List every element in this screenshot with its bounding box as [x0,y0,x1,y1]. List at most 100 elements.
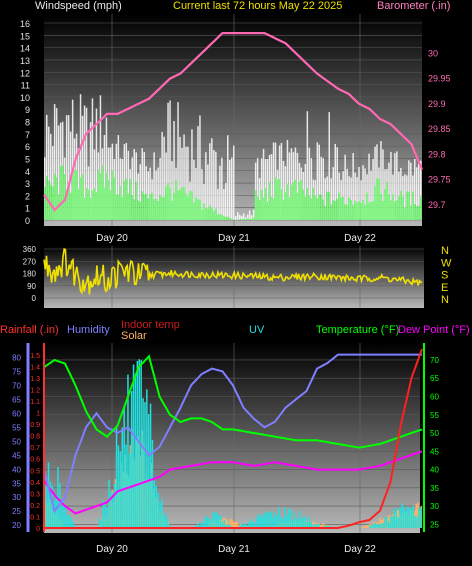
uv-bar [271,511,273,528]
uv-bar [163,515,165,528]
wind-bar [400,191,402,220]
rainfall-tick: 1.5 [30,353,40,360]
uv-bar [280,517,282,528]
uv-bar [275,512,277,528]
wind-bar [82,174,84,220]
uv-bar [392,516,394,528]
uv-bar [267,512,269,528]
uv-bar [409,508,411,528]
uv-bar [99,518,101,528]
wind-bar [52,187,54,220]
wind-bar [219,214,221,220]
wind-bar [337,199,339,220]
wind-bar [364,205,366,220]
wind-bar [247,218,249,220]
wind-bar [140,202,142,220]
wind-bar [301,180,303,220]
wind-bar [205,208,207,220]
wind-bar [189,191,191,220]
wind-bar [325,206,327,220]
uv-bar [301,519,303,528]
wind-bar [231,219,233,220]
wind-bar [215,209,217,220]
uv-bar [309,517,311,528]
uv-bar [201,521,203,528]
wind-bar [404,207,406,220]
wind-bar [171,201,173,220]
period-header: Current last 72 hours May 22 2025 [173,0,342,12]
wind-bar [126,179,128,220]
wind-bar [136,182,138,221]
wind-bar [203,203,205,220]
gust-bar [225,183,227,220]
humidity-tick: 20 [12,521,21,530]
uv-bar [397,517,399,528]
solar-bar [361,527,363,528]
gust-bar [231,158,233,220]
gust-bar [249,210,251,220]
uv-bar [105,502,107,528]
uv-bar [260,515,262,528]
wind-bar [195,197,197,220]
wind-bar [102,165,104,220]
wind-bar [376,178,378,220]
wind-bar [144,194,146,220]
wind-bar [323,200,325,221]
direction-compass-tick: N [441,294,449,306]
gust-bar [237,212,239,220]
uv-bar [142,398,144,528]
uv-bar [71,518,73,529]
wind-bar [62,165,64,220]
humidity-tick: 50 [12,437,21,446]
uv-bar [411,508,413,528]
wind-bar [201,210,203,221]
wind-bar [418,206,420,220]
uv-bar [135,374,137,528]
uv-bar [384,518,386,529]
wind-bar [223,216,225,220]
uv-bar [305,516,307,528]
wind-bar [88,190,90,221]
wind-bar [388,194,390,220]
wind-bar [416,206,418,220]
wind-bar [193,203,195,220]
wind-speed-tick: 5 [25,154,30,164]
wind-bar [370,202,372,220]
rainfall-tick: 1.2 [30,387,40,394]
wind-bar [271,197,273,221]
wind-bar [106,173,108,220]
wind-bar [98,170,100,221]
gust-bar [219,166,221,220]
uv-bar [256,518,258,528]
wind-bar [72,175,74,220]
wind-bar [285,192,287,220]
wind-bar [157,201,159,220]
wind-bar [392,195,394,221]
wind-bar [163,197,165,220]
wind-bar [281,189,283,220]
temperature-tick: 30 [430,502,439,511]
uv-bar [380,524,382,528]
wind-bar [412,192,414,220]
wind-bar [179,190,181,220]
wind-bar [333,200,335,220]
wind-bar [414,204,416,220]
rainfall-tick: 1 [36,411,40,418]
uv-bar [375,524,377,529]
wind-day-label: Day 22 [344,233,376,244]
direction-degree-tick: 270 [23,257,37,266]
wind-bar [354,201,356,220]
gust-bar [213,150,215,220]
wind-bar [132,195,134,220]
wind-bar [86,188,88,220]
uv-bar [416,517,418,529]
wind-speed-tick: 15 [20,31,30,41]
uv-bar [146,389,148,528]
barometer-tick: 29.9 [428,99,446,109]
temperature-tick: 40 [430,466,439,475]
wind-bar [239,219,241,220]
uv-bar [373,524,375,528]
wind-bar [384,189,386,220]
wind-bar [309,195,311,220]
humidity-tick: 40 [12,465,21,474]
